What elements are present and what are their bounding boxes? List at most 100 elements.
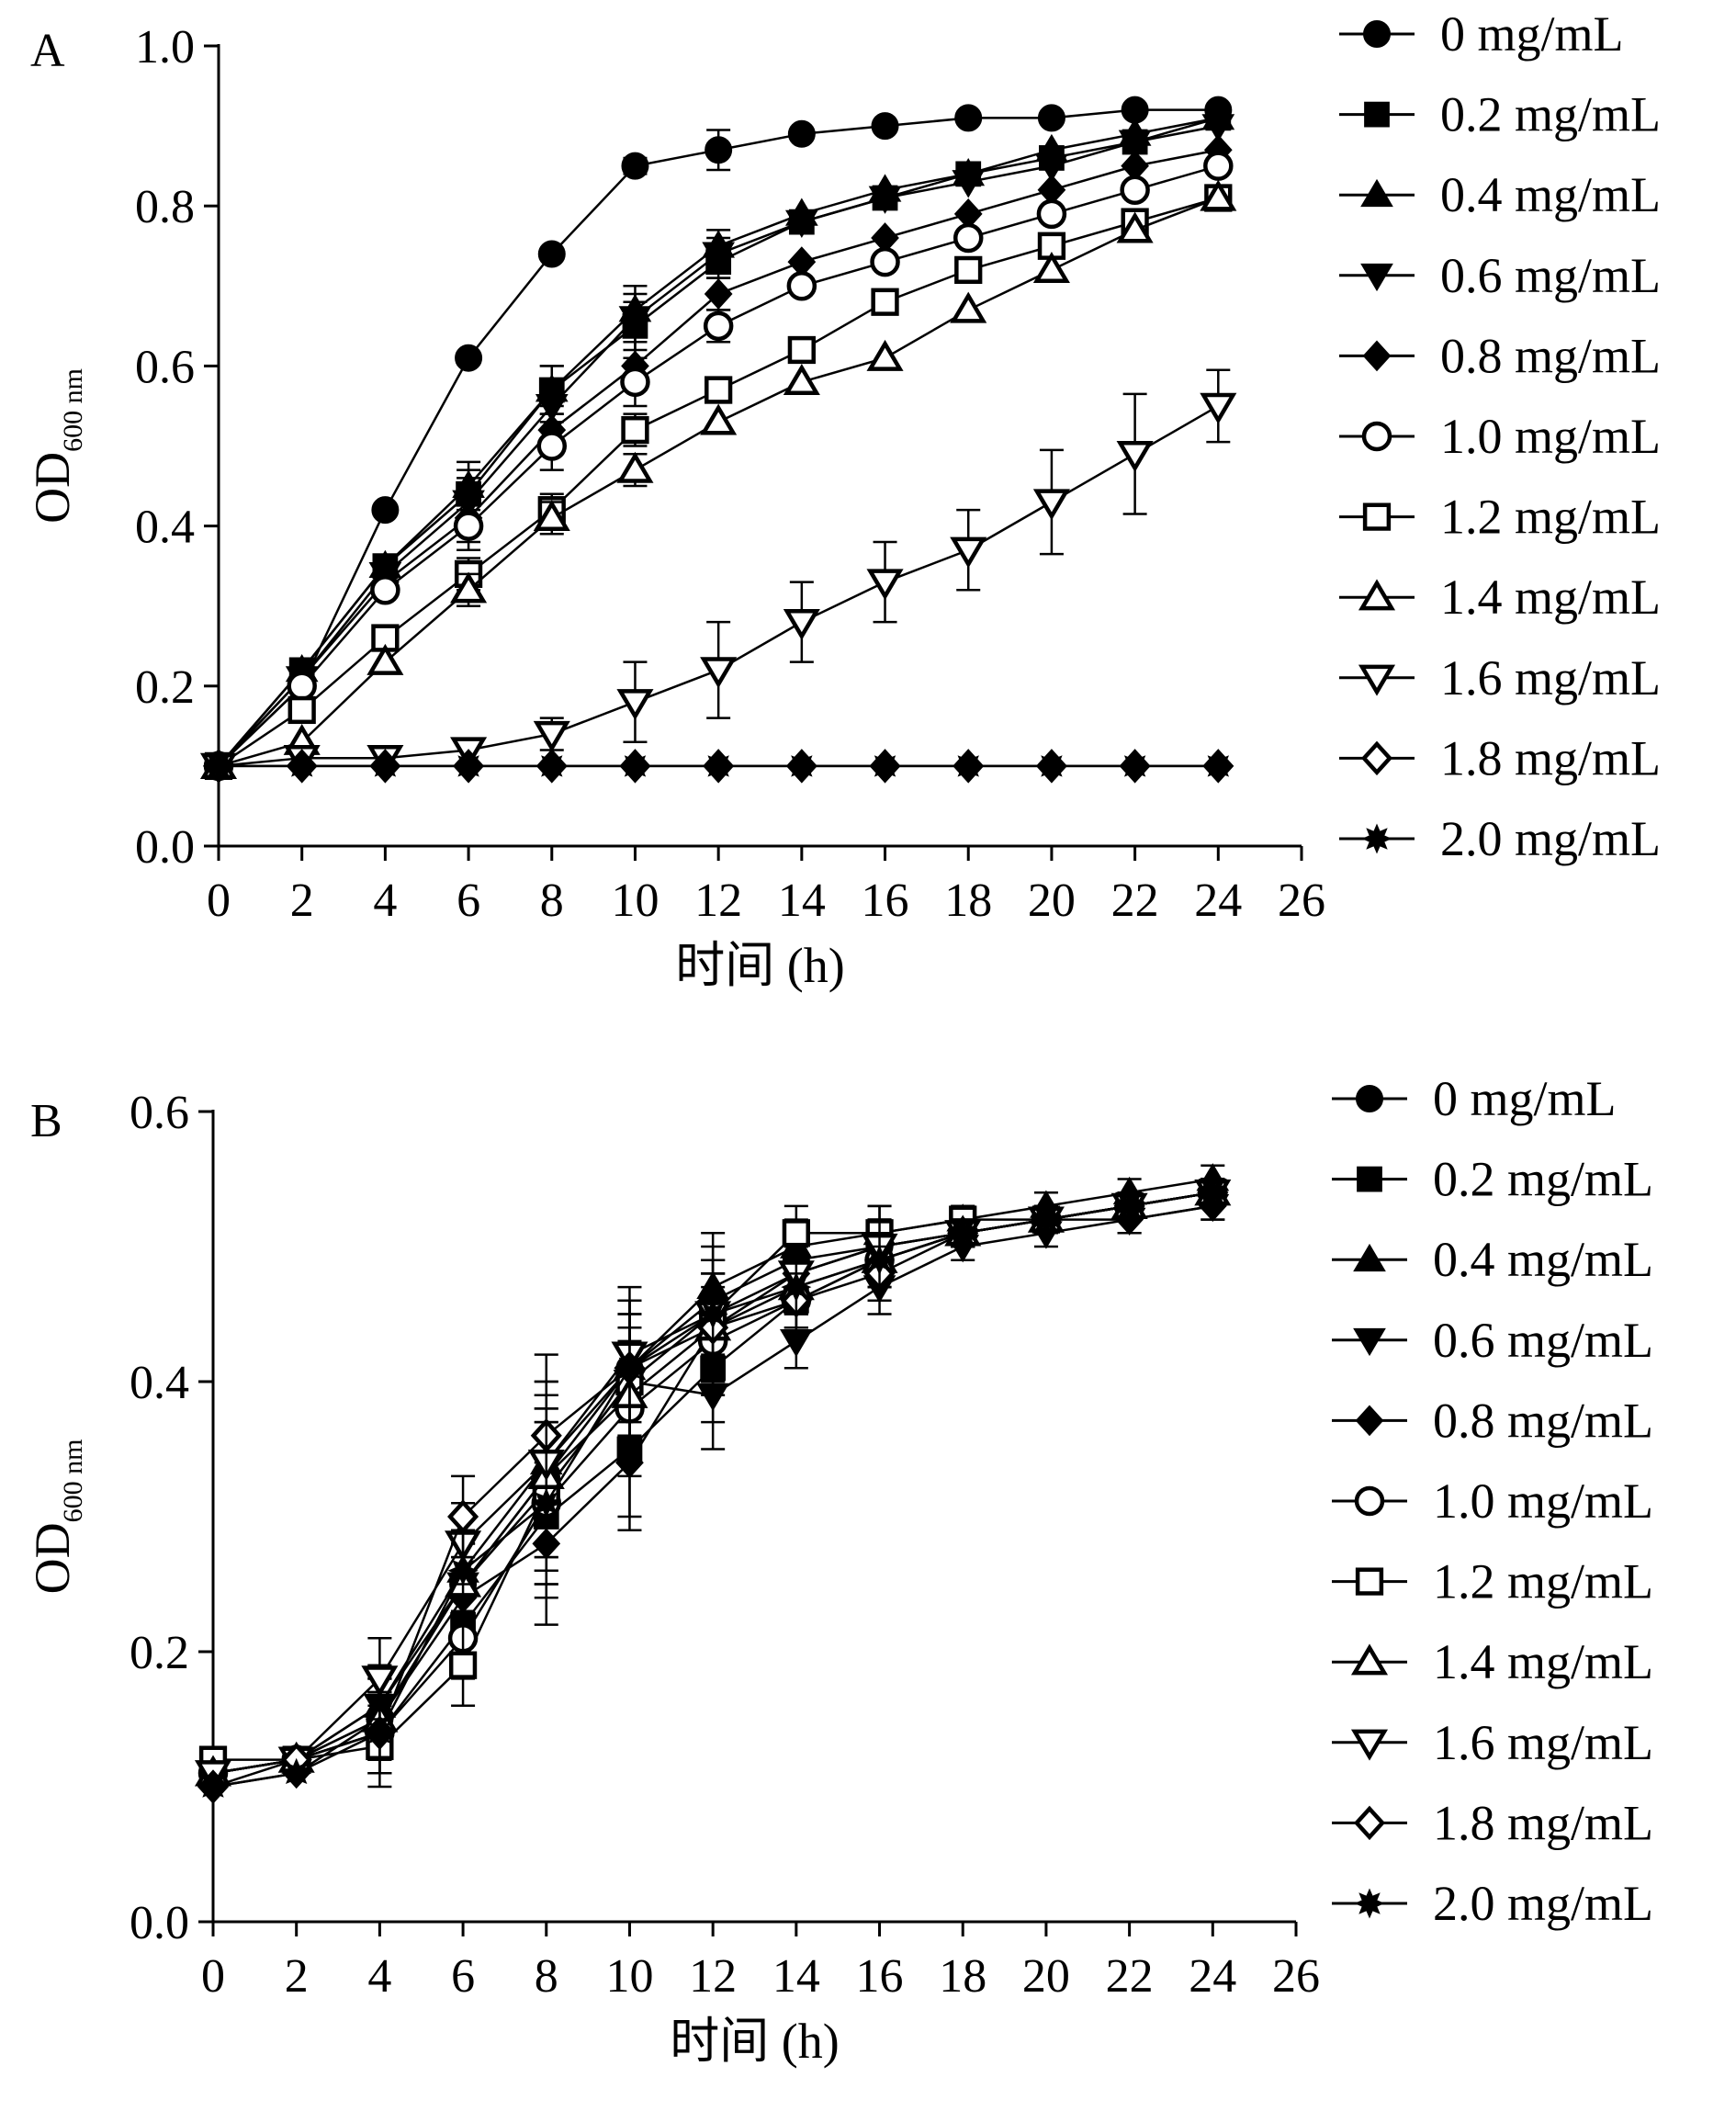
data-point	[1120, 751, 1151, 782]
y-tick-label: 0.6	[135, 341, 195, 393]
x-tick-label: 16	[862, 875, 909, 927]
legend: 0 mg/mL 0.2 mg/mL 0.4 mg/mL 0.6 mg/mL 0.8 mg…	[1339, 6, 1661, 866]
data-point	[782, 1219, 810, 1247]
x-tick-label: 2	[290, 875, 314, 927]
x-tick-label: 24	[1189, 1950, 1236, 2003]
y-tick-label: 0.6	[130, 1087, 189, 1139]
data-point	[619, 751, 651, 782]
x-tick-label: 26	[1278, 875, 1325, 927]
data-point	[700, 657, 738, 689]
data-point	[705, 376, 733, 404]
y-axis-title-main: OD	[25, 1522, 80, 1594]
legend-label: 0.8 mg/mL	[1433, 1393, 1653, 1448]
x-tick-label: 18	[944, 875, 992, 927]
panel-label: A	[30, 25, 65, 77]
data-point	[1035, 153, 1068, 183]
panel-b: B0 2 4 6 8 10 12 14 16 18 20 22 24 260.00.20.40.6时间 (…	[25, 1071, 1653, 2069]
data-point	[366, 643, 404, 675]
data-point	[537, 240, 566, 268]
data-point	[868, 186, 902, 214]
y-tick-label: 1.0	[135, 21, 195, 73]
series-1-0-mg-mL	[203, 151, 1234, 782]
data-point	[455, 344, 483, 372]
legend-item: 0.8 mg/mL	[1332, 1393, 1653, 1448]
x-tick-label: 2	[285, 1950, 309, 2003]
x-tick-label: 14	[772, 1950, 820, 2003]
legend-label: 0.8 mg/mL	[1440, 328, 1661, 383]
legend-item: 0.4 mg/mL	[1332, 1232, 1653, 1287]
data-point	[704, 278, 733, 310]
data-point	[1036, 198, 1067, 230]
data-point	[1032, 489, 1070, 521]
data-point	[287, 695, 316, 725]
data-point	[784, 209, 818, 238]
data-point	[786, 271, 817, 301]
data-point	[871, 112, 899, 141]
data-point	[950, 291, 987, 323]
legend-marker	[1360, 263, 1393, 292]
x-tick-label: 0	[207, 875, 231, 927]
y-tick-label: 0.8	[135, 181, 195, 233]
data-point	[781, 1271, 812, 1303]
legend-item: 0 mg/mL	[1332, 1071, 1617, 1126]
legend-item: 1.6 mg/mL	[1339, 650, 1661, 706]
legend-label: 0 mg/mL	[1440, 6, 1624, 62]
legend-marker	[1353, 1243, 1386, 1272]
data-point	[447, 1555, 479, 1586]
data-point	[783, 363, 820, 395]
legend-item: 2.0 mg/mL	[1332, 1876, 1653, 1931]
data-point	[703, 751, 734, 782]
panel-a: A0 2 4 6 8 10 12 14 16 18 20 22 24 260.00.20.40.60.81…	[25, 6, 1661, 993]
data-point	[536, 751, 568, 782]
x-tick-label: 6	[451, 1950, 475, 2003]
data-point	[705, 136, 733, 164]
legend-item: 0.6 mg/mL	[1332, 1313, 1653, 1368]
data-point	[531, 1487, 562, 1518]
data-point	[952, 170, 986, 198]
data-point	[1201, 114, 1235, 142]
data-point	[453, 751, 484, 782]
x-tick-label: 20	[1022, 1950, 1070, 2003]
legend-item: 1.2 mg/mL	[1332, 1554, 1653, 1609]
legend-item: 0.2 mg/mL	[1339, 87, 1661, 142]
y-axis-title-subscript: 600 nm	[58, 368, 88, 452]
data-point	[1120, 175, 1150, 206]
legend-item: 0.4 mg/mL	[1339, 167, 1661, 222]
x-tick-label: 12	[689, 1950, 737, 2003]
data-point	[1031, 1204, 1062, 1236]
data-point	[954, 104, 983, 132]
x-tick-label: 4	[373, 875, 397, 927]
data-point	[787, 335, 816, 365]
legend-item: 0.8 mg/mL	[1339, 328, 1661, 383]
data-point	[1037, 104, 1065, 132]
x-tick-label: 26	[1272, 1950, 1320, 2003]
data-point	[621, 415, 649, 445]
legend: 0 mg/mL 0.2 mg/mL 0.4 mg/mL 0.6 mg/mL 0.8 mg…	[1332, 1071, 1653, 1931]
data-point	[697, 1298, 728, 1330]
data-point	[371, 496, 400, 525]
data-point	[1114, 1191, 1145, 1222]
data-point	[203, 751, 234, 782]
data-point	[1197, 1177, 1228, 1208]
data-point	[1116, 211, 1154, 243]
data-point	[361, 1665, 399, 1698]
legend-marker	[1355, 1405, 1384, 1437]
series-1-4-mg-mL	[199, 179, 1237, 780]
data-point	[287, 751, 318, 782]
data-point	[1202, 751, 1234, 782]
data-point	[533, 720, 570, 752]
data-point	[702, 242, 736, 270]
legend-marker	[1358, 579, 1396, 611]
legend-label: 0.2 mg/mL	[1433, 1152, 1653, 1207]
data-point	[1116, 441, 1154, 473]
legend-label: 1.2 mg/mL	[1440, 490, 1661, 545]
data-point	[616, 689, 654, 721]
legend-label: 1.4 mg/mL	[1440, 570, 1661, 625]
y-axis-title: OD600 nm	[25, 1439, 88, 1595]
data-point	[866, 569, 904, 601]
y-axis-title-subscript: 600 nm	[58, 1439, 88, 1523]
legend-marker	[1361, 421, 1392, 452]
y-axis-title-main: OD	[25, 452, 80, 524]
data-point	[783, 608, 820, 640]
